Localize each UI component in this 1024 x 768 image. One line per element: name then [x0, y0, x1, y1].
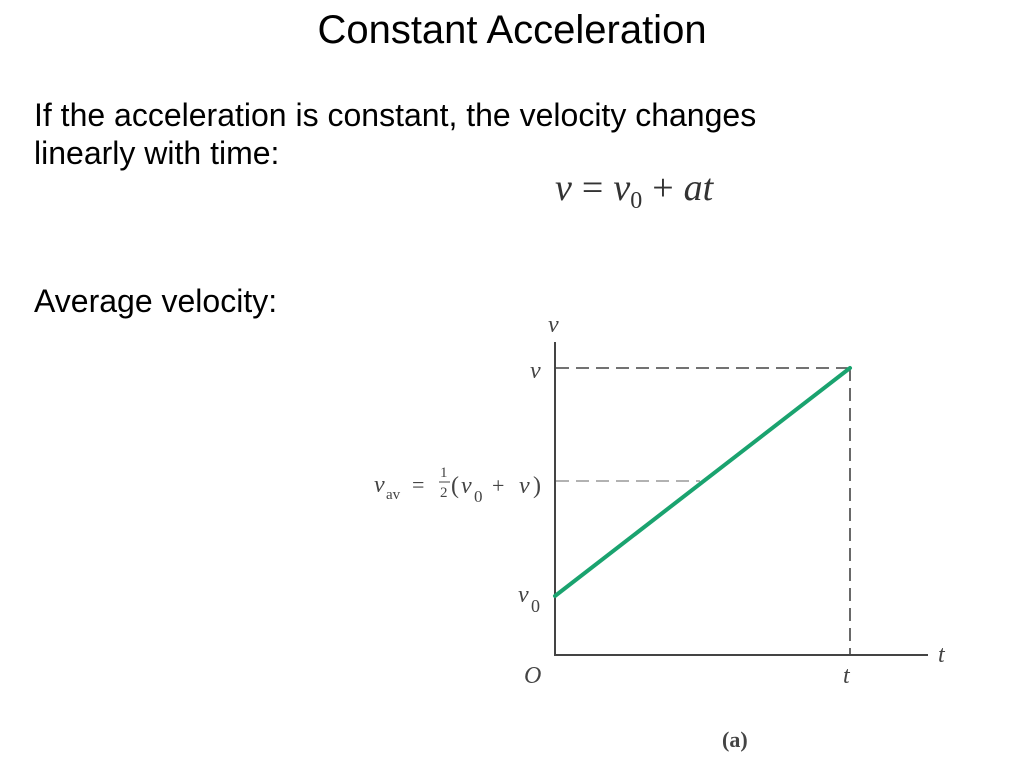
paren-plus: +: [492, 473, 504, 498]
equation-v: v: [555, 167, 572, 209]
half-numerator: 1: [440, 465, 448, 481]
vav-equals: =: [412, 472, 424, 497]
average-velocity-label: Average velocity:: [34, 283, 278, 319]
equation-v0-subscript: 0: [630, 188, 643, 214]
tick-label-v0-subscript: 0: [531, 596, 540, 616]
intro-line-1: If the acceleration is constant, the vel…: [34, 97, 757, 133]
equation-a: a: [683, 167, 703, 209]
half-denominator: 2: [440, 485, 448, 501]
velocity-line: [553, 366, 852, 598]
vav-symbol: v: [374, 472, 385, 498]
intro-line-2: linearly with time:: [34, 135, 280, 171]
equation-v0: v: [613, 167, 631, 209]
x-axis-label: t: [938, 642, 946, 668]
paren-v0: v: [461, 473, 472, 499]
slide-title: Constant Acceleration: [317, 8, 707, 52]
equation-equals: =: [581, 167, 604, 209]
velocity-equation: v = v0 + at: [555, 164, 713, 225]
intro-text: If the acceleration is constant, the vel…: [34, 96, 914, 172]
tick-label-v0: v: [518, 582, 529, 608]
figure-caption: (a): [722, 727, 748, 752]
tick-label-t: t: [843, 663, 851, 689]
y-axis-label: v: [548, 312, 559, 338]
equation-plus: +: [652, 167, 674, 209]
paren-close: ): [533, 473, 541, 499]
paren-open: (: [451, 473, 459, 499]
paren-v0-subscript: 0: [474, 487, 483, 506]
paren-v: v: [519, 473, 530, 499]
vav-subscript: av: [386, 487, 401, 503]
equation-t: t: [702, 167, 714, 209]
tick-label-v: v: [530, 358, 541, 384]
origin-label: O: [524, 663, 541, 689]
